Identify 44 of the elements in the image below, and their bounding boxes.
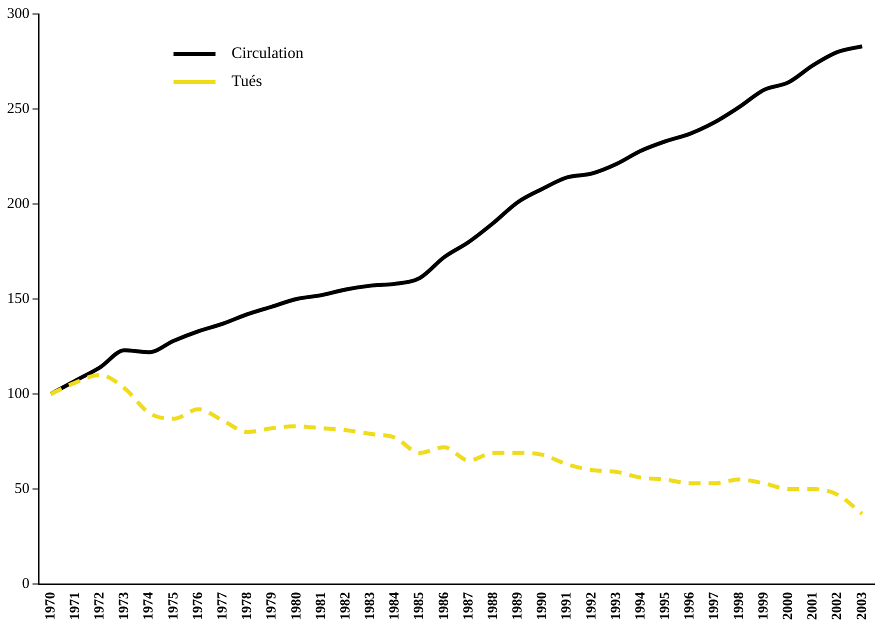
x-tick-label: 1985 [412,592,428,620]
x-tick-label: 1970 [43,592,58,620]
x-tick-label: 1998 [732,592,747,620]
y-tick-label: 0 [22,576,30,592]
x-tick-label: 1982 [338,592,354,620]
x-tick-label: 2000 [780,592,796,620]
x-tick-label: 2001 [806,592,821,620]
legend-label: Circulation [232,45,304,62]
x-tick-label: 1981 [314,592,329,620]
x-tick-label: 1994 [633,592,648,620]
line-series [48,373,864,516]
x-tick-label: 1992 [584,592,600,620]
x-tick-label: 1974 [142,592,157,620]
x-tick-label: 1991 [560,592,575,620]
x-tick-label: 1987 [461,592,476,620]
y-tick-label: 250 [7,100,30,117]
x-tick-label: 1973 [117,592,132,620]
x-tick-label: 1975 [166,592,182,620]
x-tick-label: 1997 [707,592,722,620]
x-tick-label: 2002 [830,592,846,620]
x-tick-label: 1972 [92,592,108,620]
x-tick-label: 1988 [486,592,501,620]
x-tick-label: 1995 [658,592,674,620]
y-tick-label: 200 [7,196,30,212]
x-tick-label: 1993 [608,592,624,620]
x-tick-label: 1990 [535,592,550,620]
y-tick-label: 150 [7,290,30,307]
x-tick-label: 1980 [289,592,304,620]
x-tick-label: 1971 [68,592,83,620]
x-tick-label: 1984 [388,592,403,620]
y-tick-label: 50 [14,480,30,497]
x-tick-label: 1979 [264,592,280,620]
x-tick-label: 1999 [756,592,772,620]
x-tick-label: 1976 [190,592,206,620]
legend-label: Tués [232,73,262,90]
y-tick-label: 300 [7,6,30,22]
x-tick-label: 2003 [854,592,870,620]
x-tick-label: 1989 [510,592,526,620]
x-tick-label: 1983 [363,592,378,620]
x-tick-label: 1986 [436,592,452,620]
y-tick-label: 100 [7,386,30,402]
x-tick-label: 1977 [216,592,231,620]
x-tick-label: 1996 [682,592,698,620]
x-tick-label: 1978 [240,592,256,620]
